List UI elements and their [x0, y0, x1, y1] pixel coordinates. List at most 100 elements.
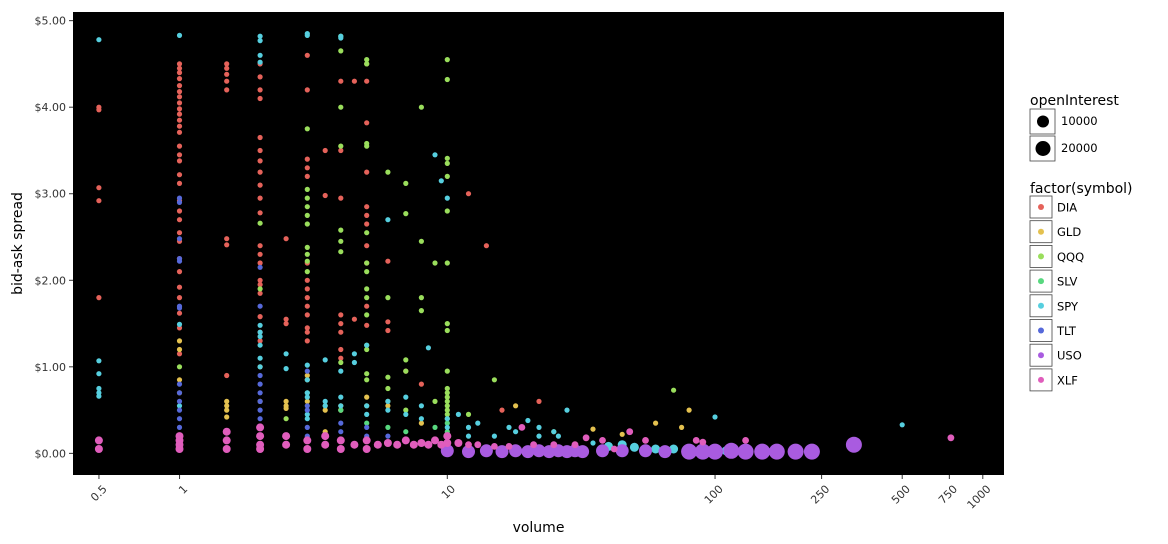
data-point — [257, 329, 263, 335]
data-point — [443, 439, 452, 447]
data-point — [303, 445, 312, 453]
data-point — [364, 57, 370, 63]
data-point — [176, 295, 183, 301]
data-point — [176, 424, 183, 430]
data-point — [257, 87, 263, 93]
data-point — [304, 411, 310, 417]
data-point — [947, 434, 955, 442]
data-point — [257, 364, 263, 370]
data-point — [432, 152, 438, 158]
x-axis: 0.5 1 10 100 250 500 750 1000 — [88, 475, 994, 512]
data-point — [257, 134, 263, 141]
data-point — [96, 198, 102, 204]
series-slv — [304, 390, 450, 435]
data-point — [444, 57, 450, 63]
data-point — [455, 411, 461, 417]
data-point — [639, 444, 652, 458]
data-point — [176, 100, 183, 106]
data-point — [443, 432, 452, 441]
color-legend-label: XLF — [1057, 373, 1078, 387]
data-point — [257, 372, 263, 379]
data-point — [257, 74, 263, 80]
data-point — [304, 258, 310, 264]
data-point — [364, 394, 370, 400]
data-point — [364, 411, 370, 417]
data-point — [364, 295, 370, 301]
data-point — [176, 230, 183, 236]
x-tick-label: 100 — [702, 483, 726, 507]
data-point — [610, 445, 618, 453]
data-point — [364, 342, 370, 348]
series-uso — [440, 436, 862, 460]
data-point — [338, 35, 344, 41]
data-point — [403, 407, 409, 413]
data-point — [322, 357, 328, 363]
data-point — [96, 358, 102, 364]
data-point — [615, 444, 629, 458]
data-point — [304, 377, 310, 383]
data-point — [94, 436, 103, 445]
data-point — [256, 423, 265, 432]
data-point — [322, 407, 328, 413]
data-point — [364, 169, 370, 175]
data-point — [304, 244, 310, 250]
data-point — [555, 433, 562, 439]
data-point — [768, 443, 785, 460]
data-point — [444, 368, 450, 374]
data-point — [176, 208, 183, 214]
data-point — [304, 390, 310, 396]
data-point — [257, 220, 263, 226]
data-point — [257, 277, 263, 283]
series-qqq — [176, 33, 677, 435]
data-point — [699, 438, 707, 446]
data-point — [362, 445, 371, 453]
data-point — [283, 351, 289, 357]
data-point — [176, 152, 183, 158]
data-point — [385, 295, 391, 301]
data-point — [418, 104, 424, 110]
data-point — [536, 433, 542, 439]
data-point — [373, 440, 382, 449]
data-point — [479, 444, 493, 458]
data-point — [257, 59, 263, 65]
data-point — [444, 208, 450, 214]
data-point — [283, 316, 289, 322]
data-point — [425, 345, 431, 351]
data-point — [475, 420, 481, 426]
data-point — [364, 420, 370, 426]
data-point — [321, 432, 330, 441]
data-point — [176, 32, 183, 39]
data-point — [692, 437, 700, 444]
data-point — [257, 210, 263, 216]
data-point — [96, 385, 102, 392]
data-point — [551, 429, 557, 435]
data-point — [283, 236, 289, 242]
data-point — [403, 368, 409, 374]
data-point — [642, 437, 649, 444]
y-tick-label: $0.00 — [35, 447, 67, 460]
data-point — [403, 211, 409, 217]
data-point — [322, 147, 328, 154]
size-legend-item: 20000 — [1029, 135, 1098, 162]
data-point — [444, 424, 450, 430]
data-point — [222, 436, 231, 445]
data-point — [364, 424, 370, 430]
color-legend-dot — [1038, 352, 1044, 359]
data-point — [364, 143, 370, 149]
data-point — [176, 338, 183, 344]
data-point — [257, 303, 263, 309]
data-point — [418, 381, 424, 387]
data-point — [444, 260, 450, 266]
data-point — [671, 387, 677, 393]
data-point — [364, 403, 370, 409]
y-axis-title: bid-ask spread — [10, 192, 26, 295]
data-point — [338, 143, 344, 149]
data-point — [176, 269, 183, 275]
size-legend-item: 10000 — [1029, 108, 1098, 135]
data-point — [454, 439, 463, 447]
data-point — [224, 65, 230, 71]
data-point — [351, 351, 357, 357]
color-legend-label: GLD — [1057, 225, 1081, 239]
color-legend: DIA GLD QQQ SLV SPY TLT USO XLF — [1029, 195, 1084, 392]
